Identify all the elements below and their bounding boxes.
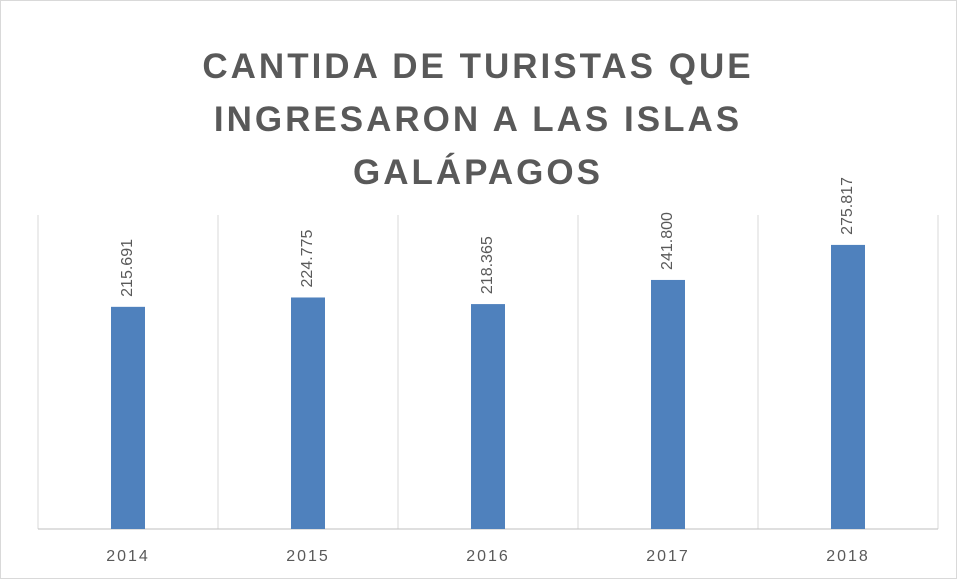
data-label: 275.817 <box>839 177 856 235</box>
x-tick-label: 2014 <box>106 548 150 565</box>
data-label: 224.775 <box>299 230 316 288</box>
data-label: 218.365 <box>479 236 496 294</box>
bar <box>111 306 145 529</box>
x-tick-label: 2017 <box>646 548 690 565</box>
data-label: 241.800 <box>659 212 676 270</box>
x-tick-label: 2016 <box>466 548 510 565</box>
bar <box>291 297 325 529</box>
bar <box>831 244 865 529</box>
x-tick-label: 2018 <box>826 548 870 565</box>
data-label: 215.691 <box>119 239 136 297</box>
bar <box>471 304 505 529</box>
x-tick-label: 2015 <box>286 548 330 565</box>
bar <box>651 279 685 529</box>
chart-title: CANTIDA DE TURISTAS QUE INGRESARON A LAS… <box>202 47 754 192</box>
